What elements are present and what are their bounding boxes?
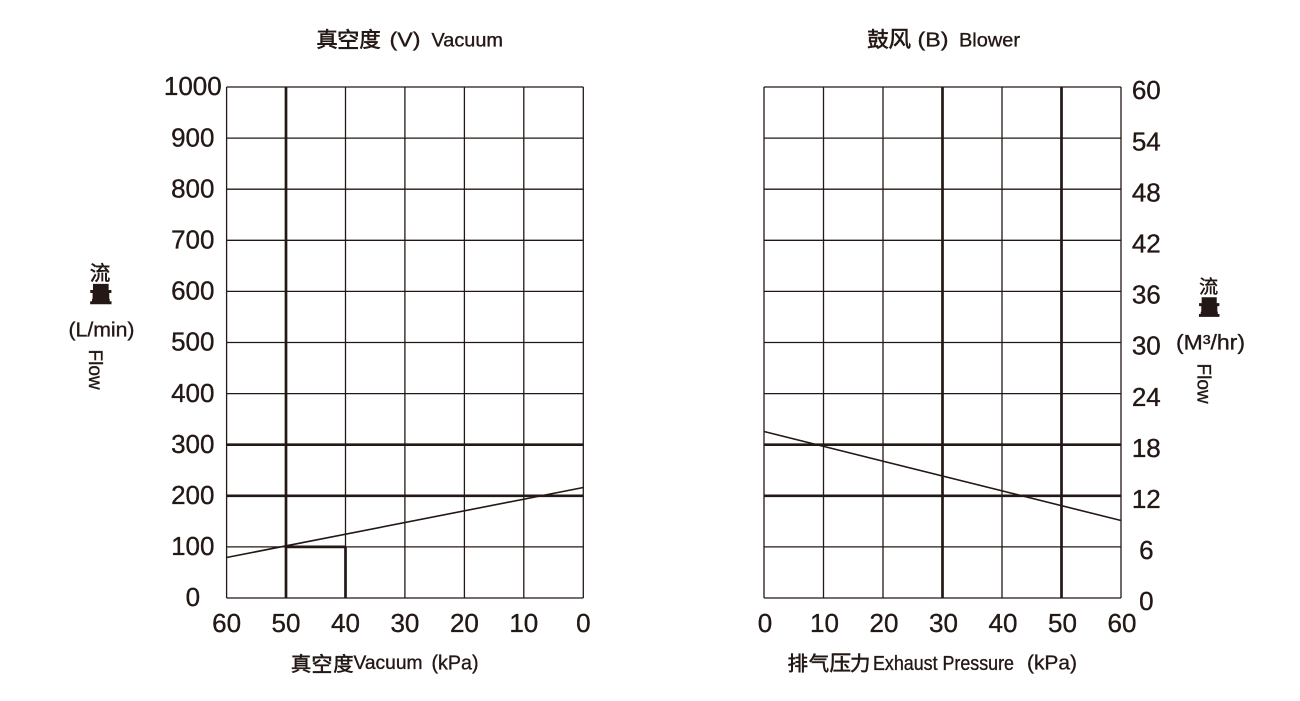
svg-text:30: 30 bbox=[929, 608, 958, 638]
svg-text:(M³/hr): (M³/hr) bbox=[1176, 332, 1245, 355]
svg-text:24: 24 bbox=[1132, 382, 1161, 412]
svg-text:700: 700 bbox=[171, 225, 214, 255]
svg-text:(V): (V) bbox=[390, 30, 421, 52]
svg-text:Vacuum: Vacuum bbox=[432, 30, 504, 51]
svg-text:Exhaust Pressure: Exhaust Pressure bbox=[873, 653, 1014, 675]
svg-text:Blower: Blower bbox=[959, 29, 1021, 51]
svg-text:30: 30 bbox=[390, 608, 419, 638]
svg-text:0: 0 bbox=[758, 608, 772, 638]
svg-text:400: 400 bbox=[171, 378, 214, 408]
svg-text:50: 50 bbox=[272, 608, 301, 638]
svg-text:10: 10 bbox=[509, 608, 538, 638]
svg-text:40: 40 bbox=[331, 608, 360, 638]
svg-text:(kPa): (kPa) bbox=[432, 652, 479, 675]
svg-text:30: 30 bbox=[1132, 331, 1161, 361]
svg-text:200: 200 bbox=[171, 480, 214, 510]
svg-text:Flow: Flow bbox=[1193, 364, 1214, 404]
svg-text:40: 40 bbox=[989, 608, 1018, 638]
svg-text:(kPa): (kPa) bbox=[1027, 652, 1077, 675]
svg-text:20: 20 bbox=[870, 608, 899, 638]
svg-text:60: 60 bbox=[1108, 608, 1137, 638]
svg-text:60: 60 bbox=[212, 608, 241, 638]
svg-text:(L/min): (L/min) bbox=[69, 319, 135, 342]
svg-text:Vacuum: Vacuum bbox=[354, 653, 423, 674]
svg-text:Flow: Flow bbox=[84, 350, 105, 390]
svg-text:100: 100 bbox=[171, 531, 214, 561]
svg-text:800: 800 bbox=[171, 173, 214, 203]
svg-text:50: 50 bbox=[1048, 608, 1077, 638]
svg-text:(B): (B) bbox=[918, 30, 949, 52]
svg-text:18: 18 bbox=[1132, 433, 1161, 463]
svg-text:1000: 1000 bbox=[164, 71, 222, 101]
svg-text:54: 54 bbox=[1132, 126, 1161, 156]
svg-text:12: 12 bbox=[1132, 484, 1161, 514]
svg-text:48: 48 bbox=[1132, 177, 1161, 207]
svg-text:900: 900 bbox=[171, 122, 214, 152]
svg-text:6: 6 bbox=[1139, 535, 1153, 565]
svg-text:36: 36 bbox=[1132, 280, 1161, 310]
svg-text:300: 300 bbox=[171, 429, 214, 459]
svg-text:60: 60 bbox=[1132, 75, 1161, 105]
svg-text:10: 10 bbox=[810, 608, 839, 638]
svg-text:0: 0 bbox=[186, 582, 200, 612]
svg-text:500: 500 bbox=[171, 327, 214, 357]
svg-text:20: 20 bbox=[450, 608, 479, 638]
svg-text:0: 0 bbox=[576, 608, 590, 638]
svg-text:0: 0 bbox=[1139, 586, 1153, 616]
svg-text:600: 600 bbox=[171, 276, 214, 306]
svg-text:42: 42 bbox=[1132, 229, 1161, 259]
